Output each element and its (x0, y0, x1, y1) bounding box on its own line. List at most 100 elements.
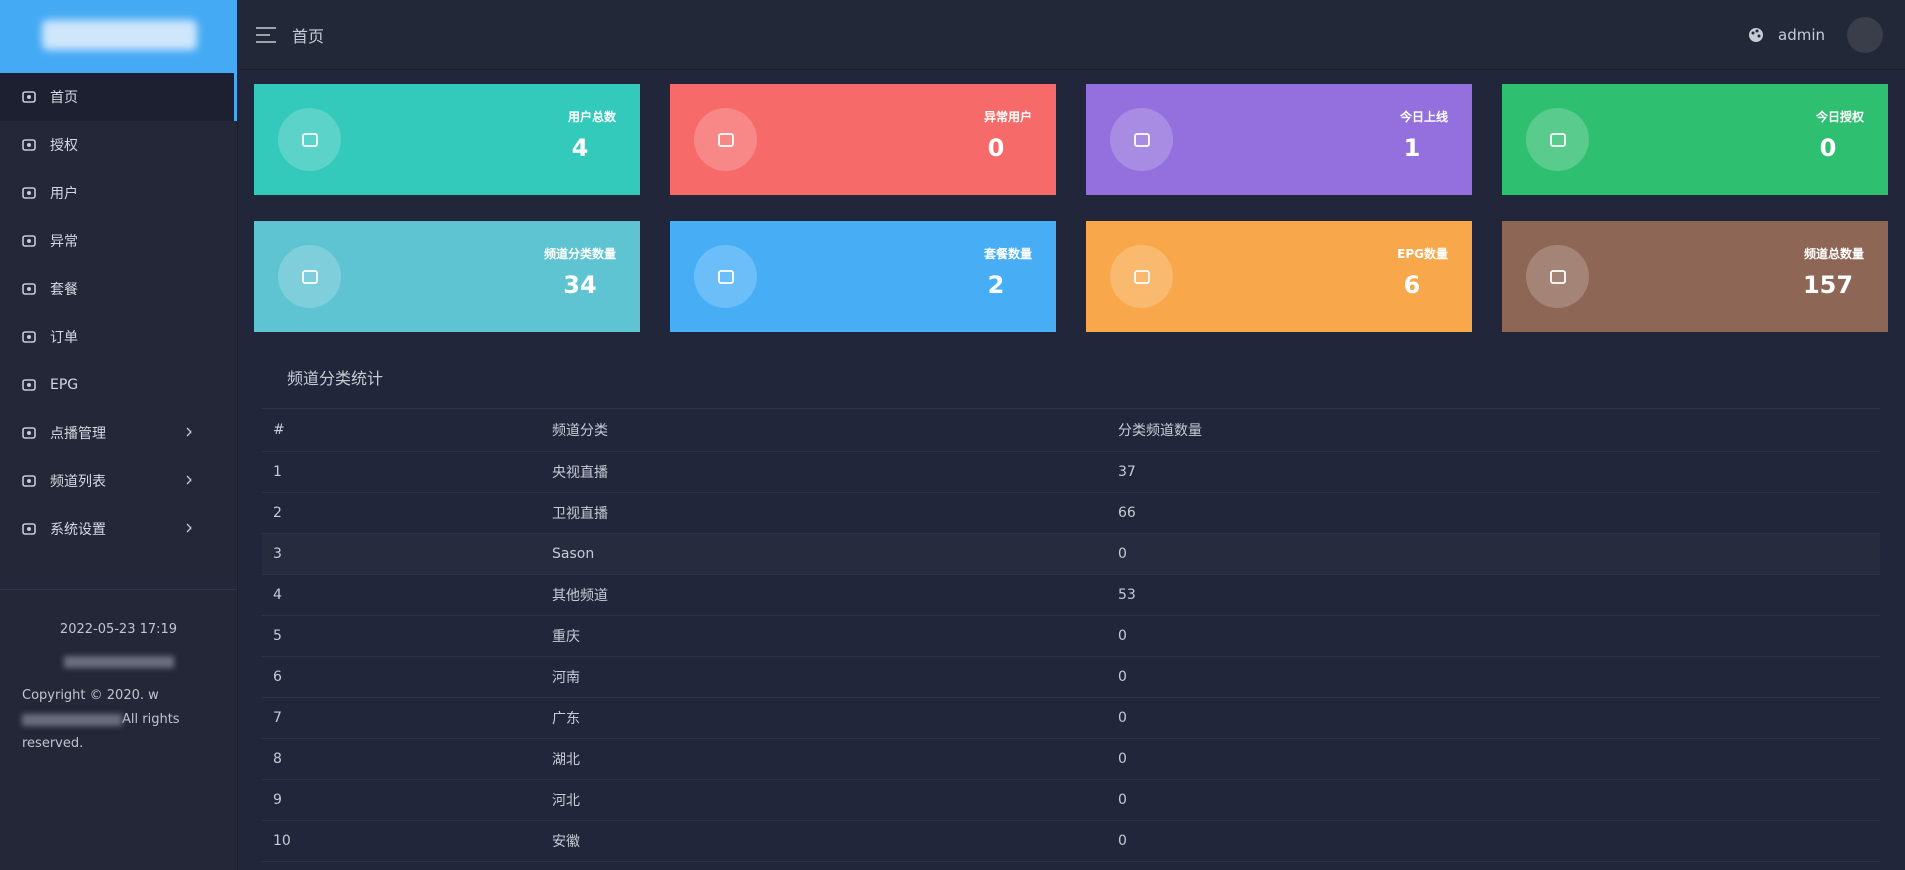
stat-card[interactable]: 频道分类数量 34 (254, 221, 640, 332)
card-label: 异常用户 (983, 110, 1032, 124)
column-header: 频道分类 (552, 423, 608, 439)
username[interactable]: admin (1778, 25, 1825, 44)
menu-label: 系统设置 (50, 522, 106, 538)
table-cell: 3 (273, 546, 282, 562)
menu-label: 套餐 (50, 282, 78, 298)
menu-item[interactable]: 异常 (0, 217, 237, 265)
table-cell: 37 (1118, 464, 1136, 480)
stat-card[interactable]: 今日上线 1 (1086, 84, 1472, 195)
table-row: 9 河北 0 (262, 780, 1880, 821)
stat-card[interactable]: 用户总数 4 (254, 84, 640, 195)
table-cell: 66 (1118, 505, 1136, 521)
table-title: 频道分类统计 (262, 365, 1880, 409)
table-cell: 2 (273, 505, 282, 521)
menu-item[interactable]: EPG (0, 361, 237, 409)
table-row: 4 其他频道 53 (262, 575, 1880, 616)
table-cell: 0 (1118, 833, 1127, 849)
sidebar-footer: 2022-05-23 17:19 Copyright © 2020. w All… (0, 589, 237, 784)
logo[interactable] (0, 0, 237, 73)
table-cell: 河南 (552, 670, 580, 686)
icon (1133, 132, 1150, 147)
table-cell: 1 (273, 464, 282, 480)
table-row: 2 卫视直播 66 (262, 493, 1880, 534)
menu-label: 点播管理 (50, 426, 106, 442)
stat-card[interactable]: 套餐数量 2 (670, 221, 1056, 332)
card-label: 频道总数量 (1803, 247, 1864, 261)
table-row: 1 央视直播 37 (262, 452, 1880, 493)
menu-item[interactable]: 系统设置 (0, 505, 237, 553)
chevron (186, 427, 192, 437)
card-icon (694, 245, 757, 308)
icon (22, 427, 36, 439)
page-title: 首页 (292, 26, 325, 46)
table-cell: 0 (1118, 792, 1127, 808)
icon (22, 235, 36, 247)
card-value: 34 (563, 271, 597, 299)
menu-label: 首页 (50, 90, 78, 106)
table-cell: Sason (552, 546, 595, 562)
table-cell: 湖北 (552, 752, 580, 768)
icon (22, 523, 36, 535)
card-icon (278, 108, 341, 171)
table-row: 8 湖北 0 (262, 739, 1880, 780)
card-value: 1 (1403, 134, 1421, 162)
menu-item[interactable]: 首页 (0, 73, 237, 121)
column-header: # (273, 422, 285, 438)
sidebar: 首页授权用户异常套餐订单 EPG 点播管理频道列表系统设置 2022-05-23 1… (0, 0, 238, 870)
card-label: EPG数量 (1397, 247, 1448, 261)
stat-card[interactable]: 频道总数量 157 (1502, 221, 1888, 332)
menu-item[interactable]: 授权 (0, 121, 237, 169)
menu-item[interactable]: 订单 (0, 313, 237, 361)
avatar[interactable] (1847, 17, 1883, 53)
table-row: 10 安徽 0 (262, 821, 1880, 862)
card-icon (1110, 245, 1173, 308)
icon (22, 283, 36, 295)
card-icon (694, 108, 757, 171)
table-header: # 频道分类 分类频道数量 (262, 409, 1880, 452)
theme-icon[interactable] (1747, 26, 1765, 44)
icon (22, 331, 36, 343)
icon (22, 139, 36, 151)
table-cell: 重庆 (552, 629, 580, 645)
menu-toggle[interactable] (256, 26, 278, 43)
stat-card[interactable]: 今日授权 0 (1502, 84, 1888, 195)
card-label: 频道分类数量 (543, 247, 616, 261)
menu-item[interactable]: 频道列表 (0, 457, 237, 505)
stat-card[interactable]: EPG数量 6 (1086, 221, 1472, 332)
card-label: 套餐数量 (983, 247, 1032, 261)
table-cell: 9 (273, 792, 282, 808)
menu-label: 用户 (50, 186, 78, 202)
card-value: 0 (1819, 134, 1837, 162)
card-value: 2 (987, 271, 1005, 299)
table-row: 3 Sason 0 (262, 534, 1880, 575)
menu-label: EPG (50, 377, 79, 393)
table-cell: 央视直播 (552, 465, 608, 481)
table-row: 6 河南 0 (262, 657, 1880, 698)
table-cell: 其他频道 (552, 588, 608, 604)
table-row: 7 广东 0 (262, 698, 1880, 739)
card-icon (1526, 108, 1589, 171)
icon (1549, 132, 1566, 147)
icon (717, 132, 734, 147)
chevron (186, 523, 192, 533)
chevron (186, 475, 192, 485)
menu-label: 频道列表 (50, 474, 106, 490)
table-cell: 0 (1118, 669, 1127, 685)
table-cell: 河北 (552, 793, 580, 809)
card-value: 0 (987, 134, 1005, 162)
menu-item[interactable]: 套餐 (0, 265, 237, 313)
menu-label: 异常 (50, 234, 78, 250)
table-cell: 8 (273, 751, 282, 767)
copyright: Copyright © 2020. w (22, 688, 159, 703)
table-row: 5 重庆 0 (262, 616, 1880, 657)
menu-item[interactable]: 点播管理 (0, 409, 237, 457)
card-value: 157 (1802, 271, 1854, 299)
icon (1549, 269, 1566, 284)
card-value: 6 (1403, 271, 1421, 299)
stat-card[interactable]: 异常用户 0 (670, 84, 1056, 195)
menu-label: 授权 (50, 138, 78, 154)
menu-item[interactable]: 用户 (0, 169, 237, 217)
table-cell: 10 (273, 833, 291, 849)
table-cell: 53 (1118, 587, 1136, 603)
